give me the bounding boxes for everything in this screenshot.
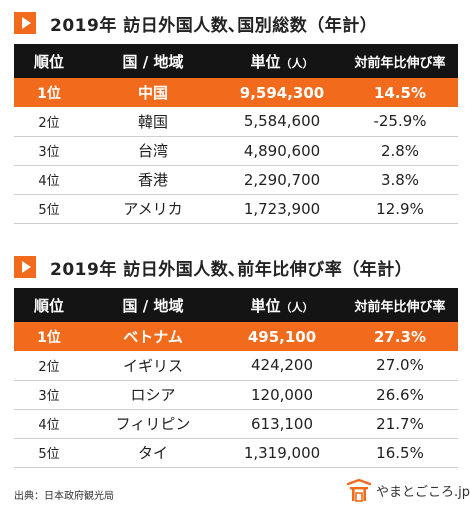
cell-count: 1,723,900	[222, 194, 342, 224]
table-header-row: 順位 国 / 地域 単位（人） 対前年比伸び率	[14, 288, 458, 322]
cell-count: 4,890,600	[222, 136, 342, 166]
site-logo: やまとごころ.jp	[346, 478, 470, 502]
section-title: 2019年 訪日外国人数､前年比伸び率（年計）	[50, 259, 413, 280]
cell-growth: 3.8%	[342, 165, 458, 195]
cell-rank: 5位	[14, 194, 84, 224]
table-row: 4位 香港 2,290,700 3.8%	[14, 165, 458, 195]
cell-rank: 2位	[14, 107, 84, 137]
cell-country: アメリカ	[84, 194, 222, 224]
cell-country: タイ	[84, 438, 222, 468]
cell-growth: -25.9%	[342, 107, 458, 137]
play-marker-icon	[14, 256, 36, 278]
table-row: 2位 イギリス 424,200 27.0%	[14, 351, 458, 381]
cell-growth: 26.6%	[342, 380, 458, 410]
table-row: 1位 中国 9,594,300 14.5%	[14, 78, 458, 107]
cell-growth: 27.3%	[342, 322, 458, 351]
ranking-section-growth: 2019年 訪日外国人数､前年比伸び率（年計） 順位 国 / 地域 単位（人） …	[14, 250, 458, 468]
header-country: 国 / 地域	[84, 288, 222, 322]
header-rank: 順位	[14, 44, 84, 78]
cell-country: ロシア	[84, 380, 222, 410]
header-growth: 対前年比伸び率	[342, 44, 458, 78]
cell-growth: 12.9%	[342, 194, 458, 224]
header-count: 単位（人）	[222, 288, 342, 322]
logo-text: やまとごころ.jp	[376, 484, 470, 500]
header-count-unit: （人）	[280, 56, 314, 70]
cell-country: イギリス	[84, 351, 222, 381]
cell-rank: 5位	[14, 438, 84, 468]
header-count: 単位（人）	[222, 44, 342, 78]
cell-rank: 4位	[14, 165, 84, 195]
cell-count: 120,000	[222, 380, 342, 410]
section-title-row: 2019年 訪日外国人数､国別総数（年計）	[14, 6, 458, 40]
cell-growth: 21.7%	[342, 409, 458, 439]
play-marker-icon	[14, 12, 36, 34]
table-row: 2位 韓国 5,584,600 -25.9%	[14, 107, 458, 137]
cell-count: 424,200	[222, 351, 342, 381]
header-count-label: 単位	[250, 52, 281, 71]
cell-count: 613,100	[222, 409, 342, 439]
table-header-row: 順位 国 / 地域 単位（人） 対前年比伸び率	[14, 44, 458, 78]
section-title-row: 2019年 訪日外国人数､前年比伸び率（年計）	[14, 250, 458, 284]
cell-rank: 1位	[14, 78, 84, 107]
ranking-table: 順位 国 / 地域 単位（人） 対前年比伸び率 1位 中国 9,594,300 …	[14, 44, 458, 224]
cell-growth: 2.8%	[342, 136, 458, 166]
header-count-label: 単位	[250, 296, 281, 315]
ranking-table: 順位 国 / 地域 単位（人） 対前年比伸び率 1位 ベトナム 495,100 …	[14, 288, 458, 468]
table-row: 3位 ロシア 120,000 26.6%	[14, 380, 458, 410]
header-country: 国 / 地域	[84, 44, 222, 78]
table-row: 3位 台湾 4,890,600 2.8%	[14, 136, 458, 166]
cell-country: 台湾	[84, 136, 222, 166]
cell-country: フィリピン	[84, 409, 222, 439]
cell-rank: 1位	[14, 322, 84, 351]
cell-count: 5,584,600	[222, 107, 342, 137]
cell-count: 2,290,700	[222, 165, 342, 195]
cell-rank: 3位	[14, 380, 84, 410]
cell-country: 中国	[84, 78, 222, 107]
section-title: 2019年 訪日外国人数､国別総数（年計）	[50, 15, 378, 36]
header-rank: 順位	[14, 288, 84, 322]
cell-rank: 3位	[14, 136, 84, 166]
cell-count: 495,100	[222, 322, 342, 351]
cell-country: ベトナム	[84, 322, 222, 351]
table-row: 5位 タイ 1,319,000 16.5%	[14, 438, 458, 468]
table-row: 5位 アメリカ 1,723,900 12.9%	[14, 194, 458, 224]
header-growth: 対前年比伸び率	[342, 288, 458, 322]
cell-country: 韓国	[84, 107, 222, 137]
source-note: 出典：日本政府観光局	[14, 491, 114, 502]
cell-growth: 16.5%	[342, 438, 458, 468]
gate-icon	[346, 478, 372, 502]
cell-rank: 2位	[14, 351, 84, 381]
table-row: 1位 ベトナム 495,100 27.3%	[14, 322, 458, 351]
cell-count: 1,319,000	[222, 438, 342, 468]
cell-growth: 14.5%	[342, 78, 458, 107]
cell-country: 香港	[84, 165, 222, 195]
header-count-unit: （人）	[280, 300, 314, 314]
cell-growth: 27.0%	[342, 351, 458, 381]
ranking-section-total: 2019年 訪日外国人数､国別総数（年計） 順位 国 / 地域 単位（人） 対前…	[14, 6, 458, 224]
cell-rank: 4位	[14, 409, 84, 439]
table-row: 4位 フィリピン 613,100 21.7%	[14, 409, 458, 439]
cell-count: 9,594,300	[222, 78, 342, 107]
